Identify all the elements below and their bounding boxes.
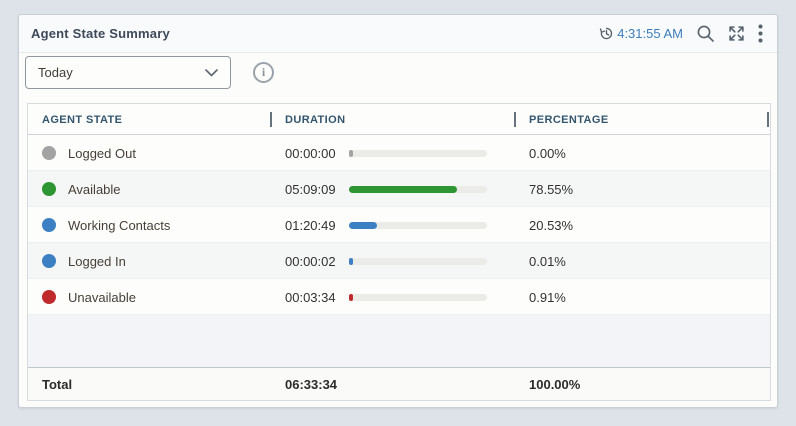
widget-header-actions: 4:31:55 AM	[599, 24, 763, 43]
total-row: Total 06:33:34 100.00%	[28, 367, 770, 400]
table-header-row: AGENT STATE DURATION PERCENTAGE	[28, 104, 770, 135]
duration-bar-track	[349, 222, 487, 229]
state-color-dot	[42, 254, 56, 268]
percentage-value: 0.91%	[529, 289, 566, 305]
state-label: Unavailable	[68, 289, 136, 305]
duration-bar-track	[349, 186, 487, 193]
percentage-value: 0.00%	[529, 145, 566, 161]
table-row[interactable]: Working Contacts 01:20:49 20.53%	[28, 207, 770, 243]
table-empty-filler	[28, 315, 770, 367]
info-glyph: i	[261, 65, 266, 79]
column-header-duration[interactable]: DURATION	[285, 113, 346, 126]
state-label: Logged Out	[68, 145, 136, 161]
state-color-dot	[42, 218, 56, 232]
duration-bar-track	[349, 294, 487, 301]
table-row[interactable]: Logged In 00:00:02 0.01%	[28, 243, 770, 279]
duration-bar-track	[349, 150, 487, 157]
chevron-down-icon	[205, 68, 218, 77]
duration-bar-fill	[349, 222, 377, 229]
duration-value: 05:09:09	[285, 181, 336, 197]
widget-title: Agent State Summary	[31, 26, 170, 41]
table-body: Logged Out 00:00:00 0.00% Available 05:0…	[28, 135, 770, 315]
duration-bar-track	[349, 258, 487, 265]
column-header-agent-state[interactable]: AGENT STATE	[42, 113, 123, 126]
date-range-selected-value: Today	[38, 65, 73, 80]
state-label: Available	[68, 181, 121, 197]
state-label: Logged In	[68, 253, 126, 269]
state-color-dot	[42, 146, 56, 160]
duration-value: 00:00:00	[285, 145, 336, 161]
agent-state-table: AGENT STATE DURATION PERCENTAGE Logged O…	[27, 103, 771, 401]
state-color-dot	[42, 290, 56, 304]
state-color-dot	[42, 182, 56, 196]
date-range-dropdown[interactable]: Today	[25, 56, 231, 89]
last-refresh-group: 4:31:55 AM	[599, 26, 683, 41]
duration-bar-fill	[349, 186, 457, 193]
widget-header: Agent State Summary 4:31:55 AM	[19, 15, 777, 53]
kebab-menu-icon[interactable]	[758, 24, 763, 43]
percentage-value: 20.53%	[529, 217, 574, 233]
total-label: Total	[42, 377, 73, 392]
info-icon[interactable]: i	[253, 62, 274, 83]
duration-bar-fill	[349, 294, 353, 301]
table-row[interactable]: Available 05:09:09 78.55%	[28, 171, 770, 207]
last-refresh-time: 4:31:55 AM	[617, 26, 683, 41]
duration-value: 00:03:34	[285, 289, 336, 305]
expand-icon[interactable]	[728, 25, 745, 42]
column-separator	[270, 112, 272, 127]
duration-value: 01:20:49	[285, 217, 336, 233]
duration-bar-fill	[349, 258, 353, 265]
column-separator	[767, 112, 769, 127]
total-duration: 06:33:34	[285, 377, 338, 392]
percentage-value: 0.01%	[529, 253, 566, 269]
column-header-percentage[interactable]: PERCENTAGE	[529, 113, 609, 126]
total-percentage: 100.00%	[529, 377, 581, 392]
agent-state-summary-widget: Agent State Summary 4:31:55 AM	[18, 14, 778, 408]
table-row[interactable]: Logged Out 00:00:00 0.00%	[28, 135, 770, 171]
percentage-value: 78.55%	[529, 181, 574, 197]
search-icon[interactable]	[696, 24, 715, 43]
duration-value: 00:00:02	[285, 253, 336, 269]
table-row[interactable]: Unavailable 00:03:34 0.91%	[28, 279, 770, 315]
duration-bar-fill	[349, 150, 353, 157]
column-separator	[514, 112, 516, 127]
history-clock-icon	[599, 26, 614, 41]
state-label: Working Contacts	[68, 217, 171, 233]
